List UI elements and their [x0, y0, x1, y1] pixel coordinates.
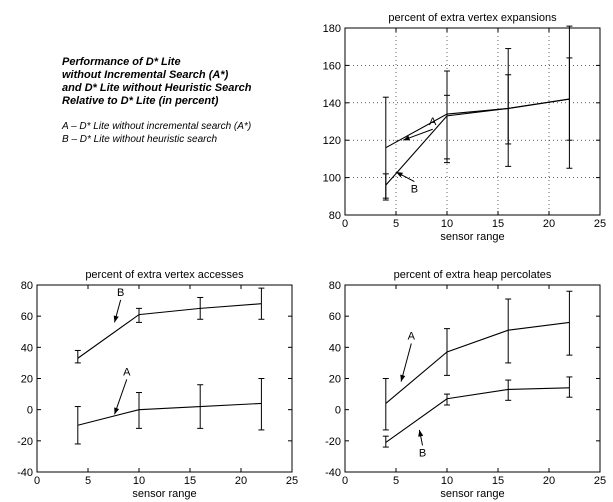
annotation-label-b: B — [411, 184, 418, 196]
intro-legend: A – D* Lite without incremental search (… — [62, 120, 322, 146]
series-line-a — [385, 321, 570, 404]
y-tick-label: 40 — [21, 342, 33, 354]
intro-panel: Performance of D* Lite without Increment… — [62, 56, 322, 146]
legend-entry-a: A – D* Lite without incremental search (… — [62, 121, 252, 132]
y-tick-label: -40 — [17, 467, 33, 479]
chart-title: percent of extra vertex expansions — [388, 12, 557, 24]
series-line-b — [385, 387, 570, 443]
annotation-label-b: B — [117, 287, 124, 299]
arrow-head — [396, 171, 403, 178]
annotation-arrow — [400, 343, 412, 382]
x-axis-label: sensor range — [132, 488, 196, 500]
y-tick-label: 140 — [323, 98, 341, 110]
x-tick-label: 25 — [594, 218, 606, 230]
y-tick-label: 60 — [21, 311, 33, 323]
chart-heap-percolates: 0 5 10 15 20 25 -40 -20 0 20 40 60 80 percent of extr… — [325, 269, 606, 500]
series-line-b — [385, 98, 570, 186]
y-tick-label: -20 — [325, 436, 341, 448]
series-line-a — [77, 402, 262, 426]
y-tick-label: 80 — [21, 280, 33, 292]
x-tick-label: 10 — [441, 218, 453, 230]
x-tick-label: 15 — [492, 218, 504, 230]
y-tick-label: 120 — [323, 135, 341, 147]
intro-title-line: without Incremental Search (A*) — [62, 69, 229, 81]
x-tick-label: 20 — [543, 218, 555, 230]
legend-entry-b: B – D* Lite without heuristic search — [62, 134, 218, 145]
x-axis-label: sensor range — [440, 488, 504, 500]
chart-vertex-accesses: 0 5 10 15 20 25 -40 -20 0 20 40 60 80 percent of extr… — [17, 269, 298, 500]
y-tick-label: 20 — [21, 374, 33, 386]
x-tick-label: 5 — [393, 218, 399, 230]
y-tick-label: 20 — [329, 374, 341, 386]
x-tick-label: 25 — [286, 475, 298, 487]
chart-title: percent of extra heap percolates — [394, 269, 552, 281]
y-tick-label: 0 — [27, 405, 33, 417]
y-tick-label: -40 — [325, 467, 341, 479]
annotation-label-a: A — [408, 331, 416, 343]
x-tick-label: 10 — [441, 475, 453, 487]
x-tick-label: 25 — [594, 475, 606, 487]
arrow-head — [400, 374, 406, 382]
x-tick-label: 5 — [393, 475, 399, 487]
y-tick-label: 160 — [323, 60, 341, 72]
x-tick-label: 10 — [133, 475, 145, 487]
arrow-head — [418, 429, 424, 437]
x-tick-label: 0 — [342, 218, 348, 230]
arrow-head — [403, 135, 411, 141]
annotation-label-a: A — [429, 116, 437, 128]
intro-title-line: and D* Lite without Heuristic Search — [62, 82, 252, 94]
x-tick-label: 5 — [85, 475, 91, 487]
x-tick-label: 20 — [543, 475, 555, 487]
intro-title-line: Performance of D* Lite — [62, 56, 181, 68]
chart-vertex-expansions: 0 5 10 15 20 25 80 100 120 140 160 180 percent of ex… — [323, 12, 606, 243]
intro-title-line: Relative to D* Lite (in percent) — [62, 95, 219, 107]
x-tick-label: 15 — [184, 475, 196, 487]
x-tick-label: 0 — [34, 475, 40, 487]
y-tick-label: 40 — [329, 342, 341, 354]
y-tick-label: 180 — [323, 23, 341, 35]
chart-title: percent of extra vertex accesses — [85, 269, 244, 281]
x-axis-label: sensor range — [440, 231, 504, 243]
y-tick-label: 100 — [323, 173, 341, 185]
y-tick-label: 80 — [329, 280, 341, 292]
y-tick-label: 80 — [329, 210, 341, 222]
y-tick-label: 0 — [335, 405, 341, 417]
x-tick-label: 0 — [342, 475, 348, 487]
arrow-head — [114, 407, 120, 415]
x-tick-label: 15 — [492, 475, 504, 487]
plot-frame — [344, 27, 601, 216]
y-tick-label: -20 — [17, 436, 33, 448]
arrow-head — [113, 315, 119, 323]
y-tick-label: 60 — [329, 311, 341, 323]
x-tick-label: 20 — [235, 475, 247, 487]
annotation-label-a: A — [123, 366, 131, 378]
series-line-b — [77, 303, 262, 359]
intro-title: Performance of D* Lite without Increment… — [62, 56, 322, 108]
annotation-label-b: B — [419, 447, 426, 459]
